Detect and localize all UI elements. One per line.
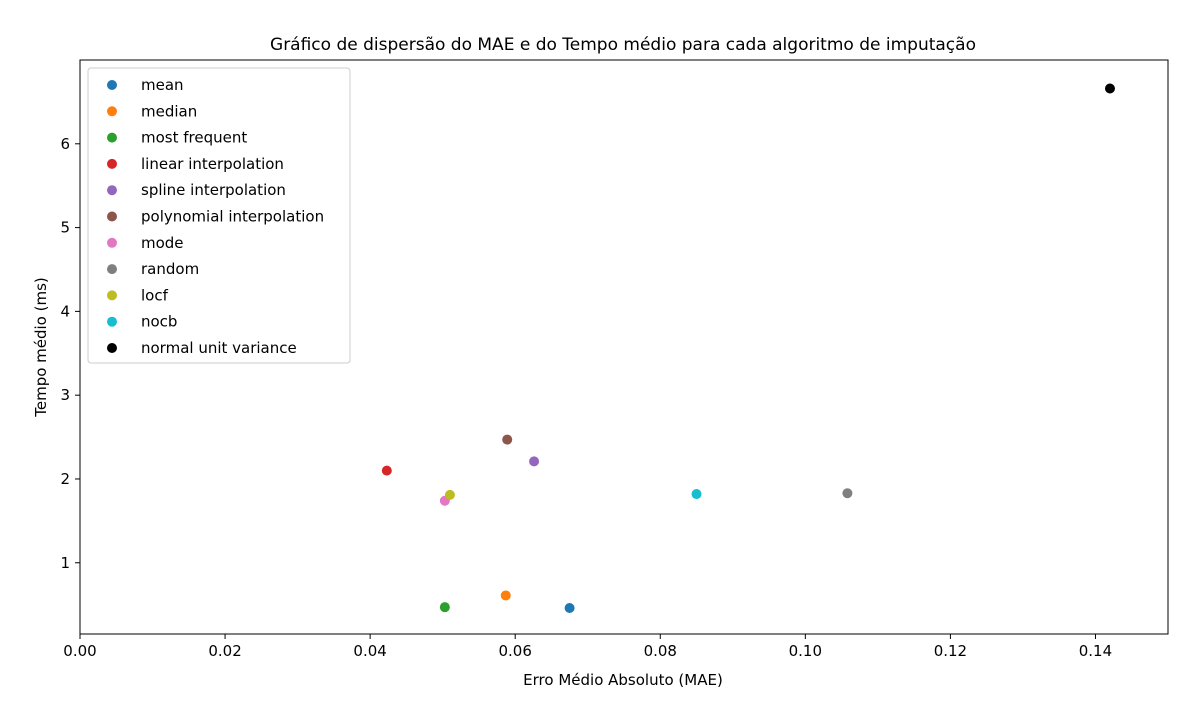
legend-marker: [107, 132, 117, 143]
y-tick-label: 6: [60, 135, 70, 153]
legend-label: mode: [141, 234, 184, 252]
point-normal-unit-variance: [1104, 83, 1115, 94]
legend-marker: [107, 343, 117, 353]
data-points: [381, 83, 1115, 614]
legend-label: mean: [141, 76, 184, 94]
y-axis-ticks: 1 2 3 4 5 6: [60, 135, 80, 572]
legend-marker: [107, 290, 117, 301]
point-mean: [564, 603, 575, 614]
y-tick-label: 1: [60, 554, 70, 572]
legend-label: normal unit variance: [141, 339, 297, 357]
x-axis-ticks: 0.00 0.02 0.04 0.06 0.08 0.10 0.12 0.14: [63, 634, 1112, 660]
y-tick-label: 2: [60, 470, 70, 488]
legend-marker: [107, 185, 117, 196]
x-tick-label: 0.14: [1079, 642, 1112, 660]
x-tick-label: 0.06: [498, 642, 531, 660]
x-tick-label: 0.08: [644, 642, 677, 660]
legend-label: median: [141, 102, 197, 120]
x-axis-label: Erro Médio Absoluto (MAE): [523, 671, 723, 689]
point-spline-interpolation: [529, 456, 540, 467]
legend-label: most frequent: [141, 129, 247, 147]
legend-label: spline interpolation: [141, 181, 286, 199]
legend-marker: [107, 237, 117, 248]
plot-frame: [79, 59, 1169, 635]
y-tick-label: 3: [60, 386, 70, 404]
x-tick-label: 0.12: [934, 642, 967, 660]
legend-marker: [107, 158, 117, 169]
legend-label: polynomial interpolation: [141, 208, 324, 226]
legend-marker: [107, 211, 117, 222]
x-tick-label: 0.00: [63, 642, 96, 660]
point-most-frequent: [439, 602, 450, 613]
legend-label: locf: [141, 286, 169, 304]
y-axis-label: Tempo médio (ms): [32, 277, 50, 418]
legend-marker: [107, 316, 117, 327]
plot-area: [79, 59, 1169, 635]
legend-marker: [107, 80, 117, 90]
point-locf: [444, 489, 455, 500]
legend-label: linear interpolation: [141, 155, 284, 173]
x-tick-label: 0.10: [789, 642, 822, 660]
point-nocb: [691, 489, 702, 500]
y-tick-label: 4: [60, 302, 70, 320]
y-tick-label: 5: [60, 219, 70, 237]
point-linear-interpolation: [381, 465, 392, 476]
x-tick-label: 0.04: [353, 642, 386, 660]
chart-title: Gráfico de dispersão do MAE e do Tempo m…: [270, 35, 976, 55]
point-random: [842, 488, 853, 499]
point-polynomial-interpolation: [502, 434, 513, 445]
legend-frame: [87, 67, 351, 364]
x-tick-label: 0.02: [208, 642, 241, 660]
legend-marker: [107, 106, 117, 117]
legend-label: nocb: [141, 313, 177, 331]
legend-marker: [107, 264, 117, 275]
legend-label: random: [141, 260, 199, 278]
legend: mean median most frequent linear interpolat…: [87, 67, 351, 364]
point-median: [500, 590, 511, 601]
